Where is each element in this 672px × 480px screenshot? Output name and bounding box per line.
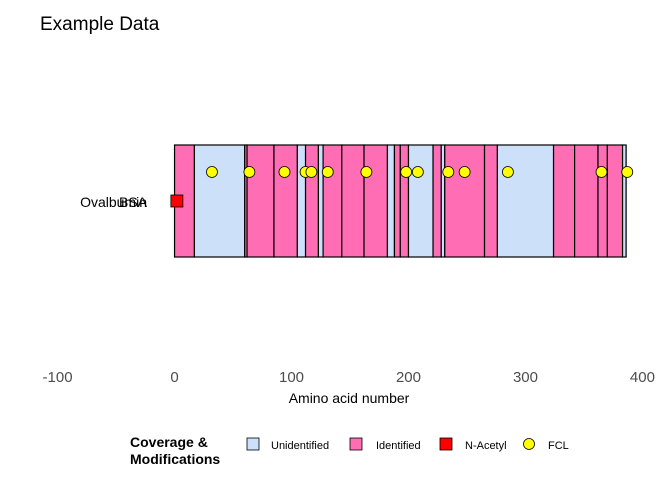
- coverage-segment-unidentified: [386, 144, 396, 258]
- legend-label-identified: Identified: [376, 440, 421, 452]
- x-tick-label: 200: [396, 369, 421, 386]
- x-tick-label: -100: [43, 369, 73, 386]
- legend-label-fcl: FCL: [548, 440, 569, 452]
- x-tick-label: 300: [513, 369, 538, 386]
- coverage-segment-identified: [341, 144, 365, 258]
- x-axis-ticks: -100 0 100 200 300 400: [43, 369, 655, 386]
- coverage-segment-identified: [597, 144, 608, 258]
- fcl-marker: [621, 166, 634, 178]
- x-tick-label: 400: [630, 369, 655, 386]
- fcl-marker: [243, 166, 256, 178]
- fcl-marker: [321, 166, 334, 178]
- coverage-segment-identified: [432, 144, 442, 258]
- coverage-segments: [173, 144, 627, 258]
- coverage-segment-identified: [273, 144, 298, 258]
- coverage-segment-identified: [552, 144, 576, 258]
- protein-label-bsa: BSA: [119, 194, 148, 210]
- chart-title: Example Data: [40, 14, 160, 35]
- x-axis-title: Amino acid number: [289, 390, 410, 406]
- coverage-segment-unidentified: [621, 144, 627, 258]
- legend-label-unidentified: Unidentified: [271, 440, 329, 452]
- fcl-marker: [502, 166, 514, 178]
- coverage-segment-identified: [399, 144, 410, 258]
- coverage-segment-unidentified: [317, 144, 324, 258]
- modification-markers: [170, 166, 634, 208]
- legend-key-unidentified: [246, 437, 260, 451]
- legend-key-fcl: [523, 438, 535, 450]
- coverage-segment-identified: [363, 144, 389, 258]
- coverage-segment-identified: [304, 144, 320, 258]
- fcl-marker: [206, 166, 218, 178]
- legend-key-n-acetyl: [439, 437, 453, 451]
- coverage-segment-unidentified: [407, 144, 434, 258]
- legend: Coverage & Modifications Unidentified Id…: [130, 434, 569, 467]
- fcl-marker: [411, 166, 424, 178]
- legend-title-line1: Coverage &: [130, 434, 208, 450]
- fcl-marker: [278, 166, 291, 178]
- x-tick-label: 0: [170, 369, 178, 386]
- coverage-segment-identified: [606, 144, 624, 258]
- protein-labels: Ovalbumin BSA: [80, 194, 148, 210]
- legend-key-identified: [349, 437, 363, 451]
- legend-title: Coverage & Modifications: [130, 434, 220, 467]
- fcl-marker: [442, 166, 455, 178]
- coverage-segment-identified: [246, 144, 275, 258]
- coverage-segment-unidentified: [193, 144, 246, 258]
- legend-title-line2: Modifications: [130, 451, 220, 467]
- legend-label-n-acetyl: N-Acetyl: [465, 440, 507, 452]
- fcl-marker: [400, 166, 413, 178]
- coverage-segment-unidentified: [296, 144, 307, 258]
- fcl-marker: [458, 166, 471, 178]
- coverage-segment-unidentified: [496, 144, 555, 258]
- x-tick-label: 100: [279, 369, 304, 386]
- coverage-segment-identified: [444, 144, 486, 258]
- fcl-marker: [305, 166, 318, 178]
- coverage-segment-identified: [393, 144, 401, 258]
- protein-label-ovalbumin: Ovalbumin: [80, 194, 147, 210]
- n-acetyl-marker: [170, 194, 184, 208]
- coverage-segment-identified: [574, 144, 599, 258]
- coverage-segment-identified: [483, 144, 498, 258]
- coverage-segment-identified: [322, 144, 343, 258]
- fcl-marker: [595, 166, 608, 178]
- fcl-marker: [360, 166, 373, 178]
